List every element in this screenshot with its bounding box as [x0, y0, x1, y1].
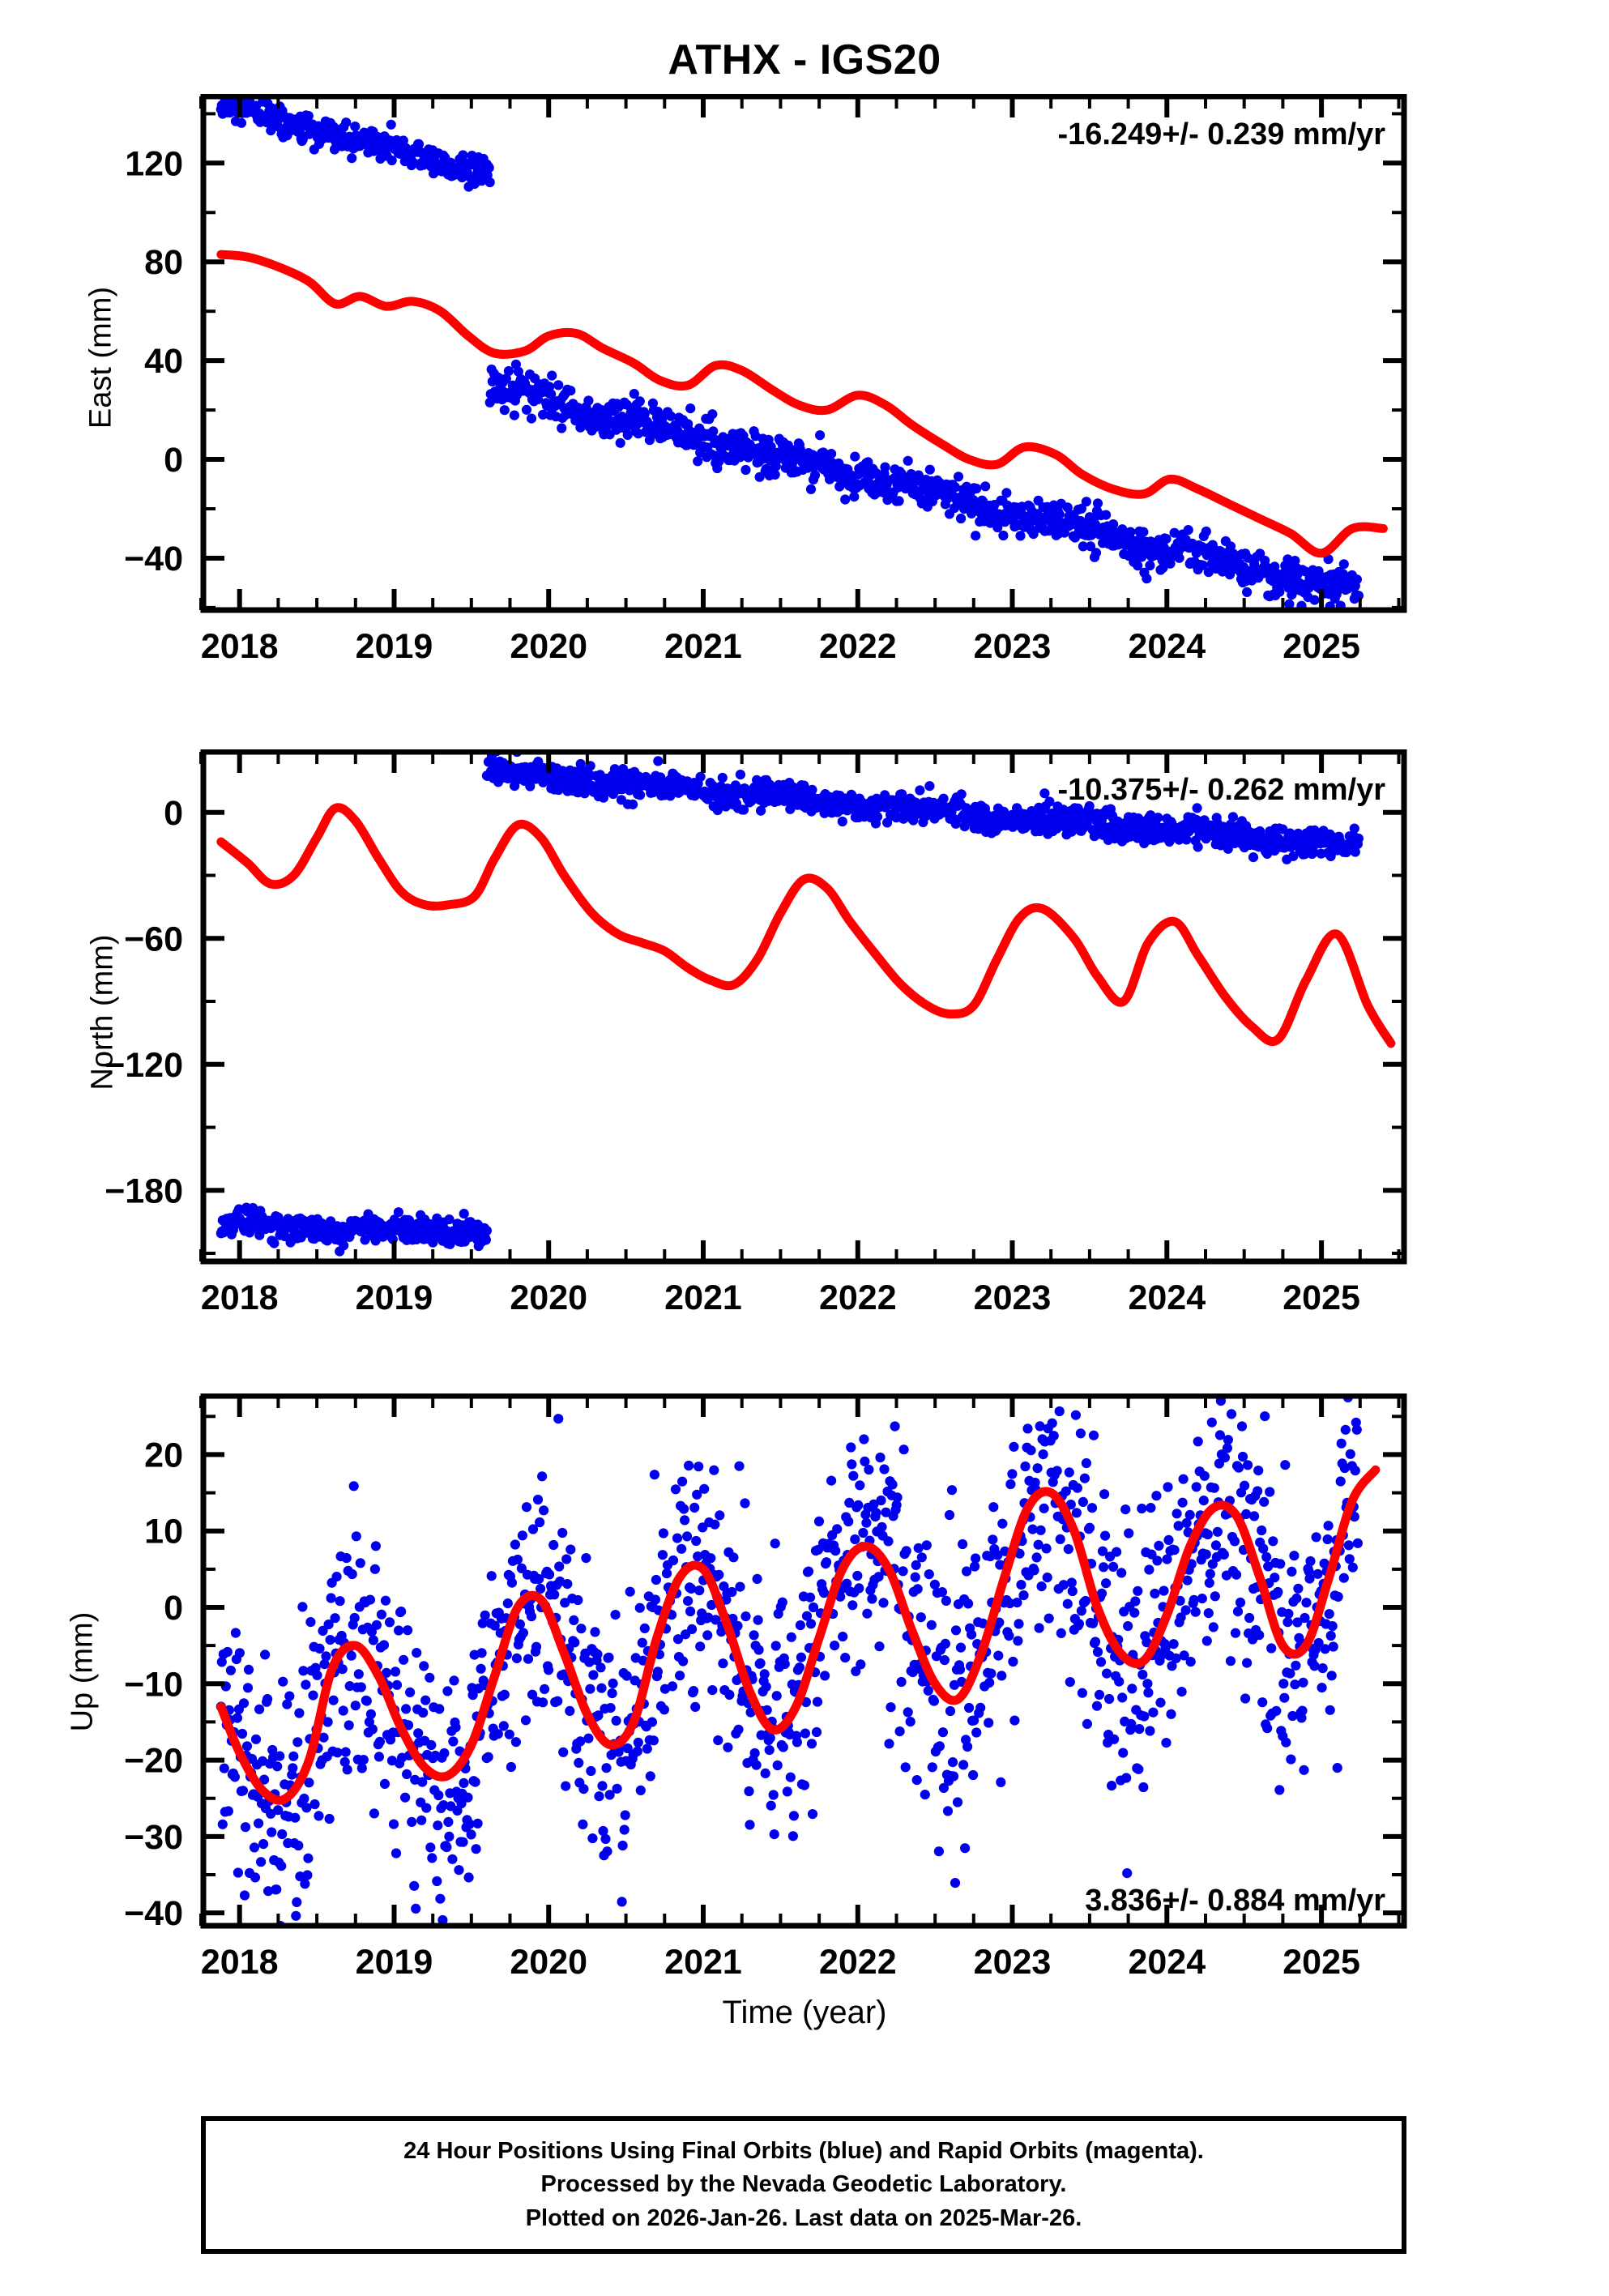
y-tick-label: 10 — [144, 1513, 183, 1551]
x-tick-label: 2025 — [1283, 627, 1360, 666]
x-tick-label: 2019 — [356, 1278, 433, 1317]
x-tick-label: 2021 — [664, 627, 742, 666]
north-plot-area: 0 −60 −120 −180 2018 2019 2020 2021 2022 2023 2024… — [105, 749, 1407, 1317]
x-tick-label: 2020 — [510, 627, 587, 666]
x-tick-label: 2021 — [664, 1278, 742, 1317]
x-tick-label: 2021 — [664, 1943, 742, 1982]
x-tick-label: 2022 — [819, 627, 897, 666]
y-tick-label: −10 — [124, 1665, 183, 1704]
x-tick-label: 2025 — [1283, 1278, 1360, 1317]
svg-north-data-layer — [216, 749, 1396, 1257]
panel-north: 0 −60 −120 −180 2018 2019 2020 2021 2022 2023 2024… — [63, 749, 1415, 1317]
north-rate-annotation: -10.375+/- 0.262 mm/yr — [1057, 773, 1385, 807]
caption-line-3: Plotted on 2026-Jan-26. Last data on 202… — [525, 2204, 1082, 2231]
y-tick-label: −20 — [124, 1742, 183, 1781]
east-axis-label: East (mm) — [83, 286, 118, 429]
up-rate-annotation: 3.836+/- 0.884 mm/yr — [1085, 1884, 1385, 1918]
east-rate-annotation: -16.249+/- 0.239 mm/yr — [1057, 117, 1385, 152]
y-tick-label: 40 — [144, 342, 183, 381]
x-tick-label: 2023 — [974, 1278, 1052, 1317]
svg-up-data-layer — [216, 1393, 1381, 1928]
up-plot-area: 20 10 0 −10 −20 −30 −40 2018 2019 2020 2021 2022 202… — [124, 1393, 1407, 1982]
y-tick-label: 20 — [144, 1436, 183, 1474]
x-tick-label: 2023 — [974, 627, 1052, 666]
y-tick-label: −120 — [105, 1046, 183, 1085]
y-tick-label: −30 — [124, 1818, 183, 1857]
panel-up: 20 10 0 −10 −20 −30 −40 2018 2019 2020 2021 2022 202… — [63, 1393, 1415, 1982]
x-axis-title: Time (year) — [722, 1995, 887, 2030]
x-tick-label: 2019 — [356, 1943, 433, 1982]
x-tick-label: 2022 — [819, 1278, 897, 1317]
caption-line-2: Processed by the Nevada Geodetic Laborat… — [540, 2171, 1067, 2198]
x-tick-label: 2019 — [356, 627, 433, 666]
x-tick-label: 2018 — [201, 1278, 279, 1317]
x-tick-label: 2020 — [510, 1278, 587, 1317]
x-tick-label: 2024 — [1128, 1278, 1206, 1317]
y-tick-label: 0 — [164, 1589, 183, 1628]
caption-line-1: 24 Hour Positions Using Final Orbits (bl… — [403, 2138, 1204, 2165]
y-tick-label: 80 — [144, 243, 183, 282]
y-tick-label: −60 — [124, 920, 183, 958]
x-tick-label: 2025 — [1283, 1943, 1360, 1982]
y-tick-label: 120 — [125, 144, 183, 183]
x-tick-label: 2020 — [510, 1943, 587, 1982]
x-tick-label: 2024 — [1128, 1943, 1206, 1982]
x-tick-label: 2024 — [1128, 627, 1206, 666]
y-tick-label: −40 — [124, 1894, 183, 1933]
east-plot-area: 120 80 40 0 −40 2018 2019 2020 2021 2022 2023 2024 2… — [124, 94, 1407, 666]
figure-caption-box: 24 Hour Positions Using Final Orbits (bl… — [201, 2116, 1406, 2254]
x-tick-label: 2018 — [201, 1943, 279, 1982]
up-axis-label: Up (mm) — [65, 1611, 100, 1732]
y-tick-label: 0 — [164, 794, 183, 833]
x-tick-label: 2018 — [201, 627, 279, 666]
panel-east: 120 80 40 0 −40 2018 2019 2020 2021 2022 2023 2024 2… — [63, 94, 1415, 666]
x-tick-label: 2023 — [974, 1943, 1052, 1982]
y-tick-label: 0 — [164, 441, 183, 480]
north-axis-label: North (mm) — [85, 934, 120, 1090]
y-tick-label: −40 — [124, 540, 183, 578]
y-tick-label: −180 — [105, 1171, 183, 1210]
x-tick-label: 2022 — [819, 1943, 897, 1982]
page-title: ATHX - IGS20 — [668, 36, 941, 83]
svg-east-data-layer — [216, 94, 1388, 612]
